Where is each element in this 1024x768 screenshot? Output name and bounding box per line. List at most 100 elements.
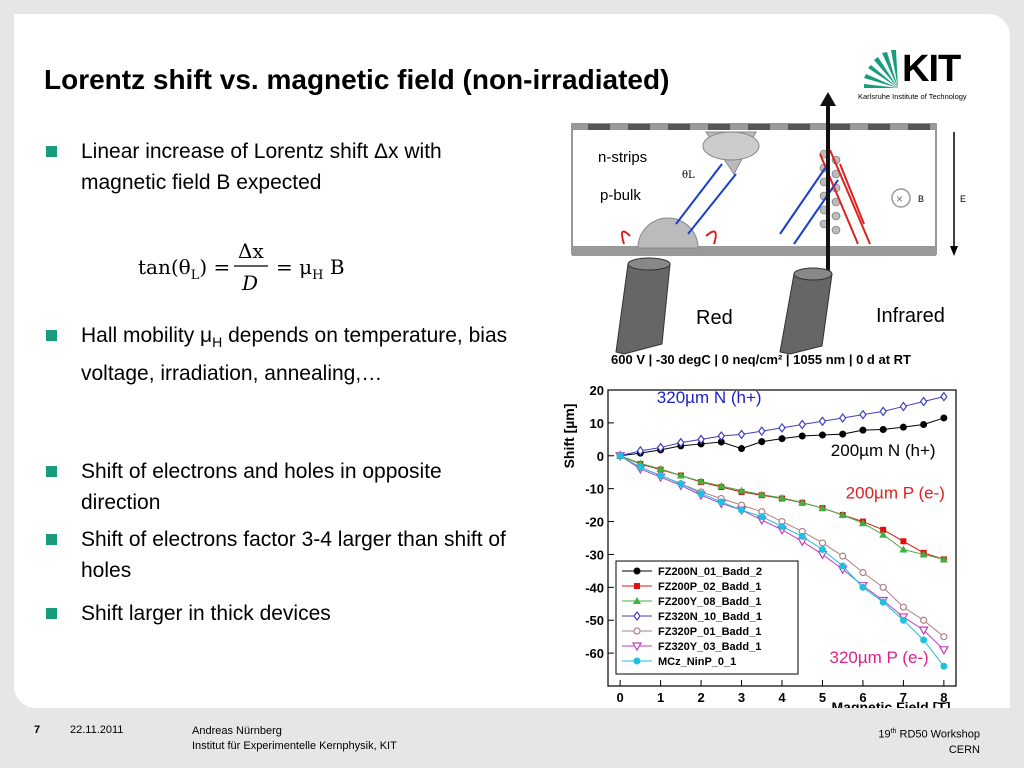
series-FZ200N_01_Badd_2 — [616, 414, 948, 460]
data-point — [818, 504, 827, 512]
kit-logo-text: KIT — [902, 48, 961, 90]
data-point — [920, 616, 928, 624]
y-tick-label: 20 — [590, 383, 604, 398]
data-point — [631, 642, 643, 652]
annotation-label: 200µm N (h+) — [831, 441, 936, 460]
y-tick-label: 0 — [597, 449, 604, 464]
data-point — [818, 431, 826, 439]
bullet-item: Shift of electrons and holes in opposite… — [46, 456, 516, 518]
x-tick-label: 2 — [697, 690, 704, 705]
data-point — [656, 442, 665, 453]
formula-lhs: tan(θL) = — [138, 255, 230, 283]
svg-text:×: × — [896, 192, 903, 206]
y-tick-label: 10 — [590, 416, 604, 431]
data-point — [879, 425, 887, 433]
data-point — [899, 603, 907, 611]
data-point — [738, 445, 746, 453]
page-number: 7 — [34, 724, 41, 736]
data-point — [920, 636, 928, 644]
data-point — [798, 498, 807, 506]
data-point — [918, 626, 929, 636]
data-point — [940, 662, 948, 670]
data-point — [899, 423, 907, 431]
chart-svg: 600 V | -30 degC | 0 neq/cm² | 1055 nm |… — [561, 352, 957, 708]
data-point — [633, 627, 641, 635]
y-tick-label: -60 — [585, 646, 604, 661]
data-point — [737, 486, 746, 494]
data-point — [839, 552, 847, 560]
x-tick-label: 6 — [859, 690, 866, 705]
footer-author: Andreas Nürnberg Institut für Experiment… — [192, 724, 397, 754]
red-laser-fiber — [615, 263, 671, 355]
data-point — [634, 583, 640, 590]
y-tick-label: -40 — [585, 580, 604, 595]
e-field-label: E — [960, 194, 966, 204]
x-tick-label: 7 — [900, 690, 907, 705]
legend-entry: MCz_NinP_0_1 — [658, 656, 736, 668]
data-point — [859, 409, 867, 420]
bullet-text: Hall mobility μH depends on temperature,… — [81, 324, 508, 386]
data-point — [717, 482, 726, 490]
data-point — [838, 510, 847, 518]
data-point — [899, 545, 908, 553]
x-tick-label: 3 — [738, 690, 745, 705]
red-laser-label: Red — [696, 307, 733, 329]
bullet-item: Shift larger in thick devices — [46, 598, 516, 629]
data-point — [697, 477, 706, 485]
data-point — [879, 583, 887, 591]
series-FZ320N_10_Badd_1 — [616, 391, 948, 461]
data-point — [758, 426, 766, 437]
data-point — [758, 513, 766, 521]
data-point — [838, 412, 847, 423]
data-point — [818, 416, 827, 427]
y-tick-label: -30 — [585, 547, 604, 562]
bullet-text: Shift of electrons factor 3-4 larger tha… — [81, 528, 506, 582]
x-tick-label: 0 — [617, 690, 624, 705]
footer: 7 22.11.2011 Andreas Nürnberg Institut f… — [0, 720, 1024, 768]
data-point — [938, 646, 949, 656]
legend-entry: FZ200Y_08_Badd_1 — [658, 596, 761, 608]
data-point — [880, 526, 887, 533]
data-point — [778, 422, 786, 433]
lorentz-shift-chart: 600 V | -30 degC | 0 neq/cm² | 1055 nm |… — [546, 346, 976, 708]
bullet-square-icon — [46, 534, 57, 545]
data-point — [633, 567, 641, 575]
data-point — [839, 430, 847, 438]
data-point — [879, 598, 887, 606]
chart-legend: FZ200N_01_Badd_2 FZ200P_02_Badd_1 FZ200Y_0… — [615, 560, 799, 675]
data-point — [717, 498, 725, 506]
author-name: Andreas Nürnberg — [192, 725, 282, 737]
legend-entry: FZ320Y_03_Badd_1 — [658, 641, 761, 653]
bullet-item: Linear increase of Lorentz shift Δx with… — [46, 136, 516, 198]
data-point — [717, 431, 726, 442]
chart-series — [615, 391, 949, 670]
annotation-label: 320µm N (h+) — [657, 388, 762, 407]
data-point — [920, 421, 928, 429]
b-field-label: B — [918, 194, 924, 204]
data-point — [778, 522, 786, 530]
data-point — [676, 471, 685, 479]
infrared-laser-label: Infrared — [876, 305, 945, 327]
footer-event: 19th RD50 Workshop CERN — [878, 724, 980, 758]
formula-numerator: Δx — [238, 239, 264, 263]
data-point — [636, 463, 644, 471]
data-point — [939, 555, 948, 563]
formula-denominator: D — [241, 271, 258, 295]
bullet-item: Hall mobility μH depends on temperature,… — [46, 320, 516, 389]
kit-logo: KIT Karlsruhe Institute of Technology — [858, 36, 988, 106]
bullet-text: Linear increase of Lorentz shift Δx with… — [81, 140, 442, 194]
data-point — [859, 568, 867, 577]
data-point — [798, 419, 806, 430]
bullet-text: Shift of electrons and holes in opposite… — [81, 460, 442, 514]
chart-annotations: 320µm N (h+) 200µm N (h+) 200µm P (e-) 320µ… — [657, 388, 945, 667]
slide-title: Lorentz shift vs. magnetic field (non-ir… — [44, 64, 670, 95]
series-MCz_NinP_0_1 — [616, 452, 948, 670]
data-point — [839, 562, 847, 570]
kit-fan-icon — [864, 50, 898, 88]
series-FZ200Y_08_Badd_1 — [616, 451, 948, 563]
bullet-item: Shift of electrons factor 3-4 larger tha… — [46, 524, 516, 586]
data-point — [778, 493, 786, 501]
chart-title: 600 V | -30 degC | 0 neq/cm² | 1055 nm |… — [611, 352, 911, 367]
slide: Lorentz shift vs. magnetic field (non-ir… — [14, 14, 1010, 708]
annotation-label: 200µm P (e-) — [846, 484, 945, 503]
